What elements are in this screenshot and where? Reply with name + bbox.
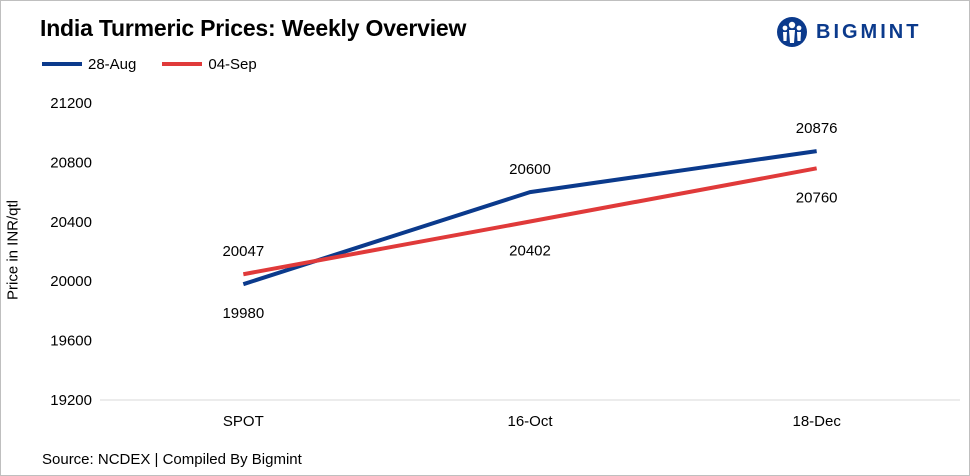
x-tick-label: 18-Dec — [792, 413, 841, 430]
data-label-series-2: 20402 — [509, 243, 551, 260]
data-label-series-1: 19980 — [222, 305, 264, 322]
logo-text: BIGMINT — [816, 20, 922, 43]
data-label-series-1: 20600 — [509, 161, 551, 178]
y-tick-label: 20800 — [50, 154, 92, 171]
legend-label-series-2: 04-Sep — [208, 55, 257, 73]
source-note: Source: NCDEX | Compiled By Bigmint — [42, 451, 302, 468]
legend-swatch-series-2 — [162, 62, 203, 66]
data-labels: 19980 20047 20600 20402 20876 20760 — [222, 120, 837, 322]
x-axis-ticks: SPOT 16-Oct 18-Dec — [223, 413, 841, 430]
legend-item-series-1: 28-Aug — [42, 56, 136, 73]
data-label-series-2: 20760 — [796, 189, 838, 206]
legend-swatch-series-1 — [42, 62, 82, 66]
series-lines — [242, 149, 818, 287]
legend-label-series-1: 28-Aug — [88, 55, 137, 73]
y-axis-ticks: 19200 19600 20000 20400 20800 21200 — [50, 95, 92, 409]
legend-item-series-2: 04-Sep — [162, 55, 257, 73]
y-tick-label: 20400 — [50, 214, 92, 231]
legend: 28-Aug 04-Sep — [42, 55, 283, 73]
series-line-2 — [242, 166, 818, 277]
series-line-1 — [242, 149, 817, 287]
bigmint-logo-icon — [777, 17, 807, 47]
y-tick-label: 21200 — [50, 95, 92, 112]
x-tick-label: SPOT — [223, 413, 264, 430]
x-tick-label: 16-Oct — [507, 413, 553, 430]
y-tick-label: 19200 — [50, 392, 92, 409]
y-tick-label: 19600 — [50, 333, 92, 350]
data-label-series-2: 20047 — [222, 243, 264, 260]
data-label-series-1: 20876 — [796, 120, 838, 137]
chart-title: India Turmeric Prices: Weekly Overview — [40, 15, 467, 41]
y-tick-label: 20000 — [50, 273, 92, 290]
brand-logo: BIGMINT — [776, 14, 962, 50]
